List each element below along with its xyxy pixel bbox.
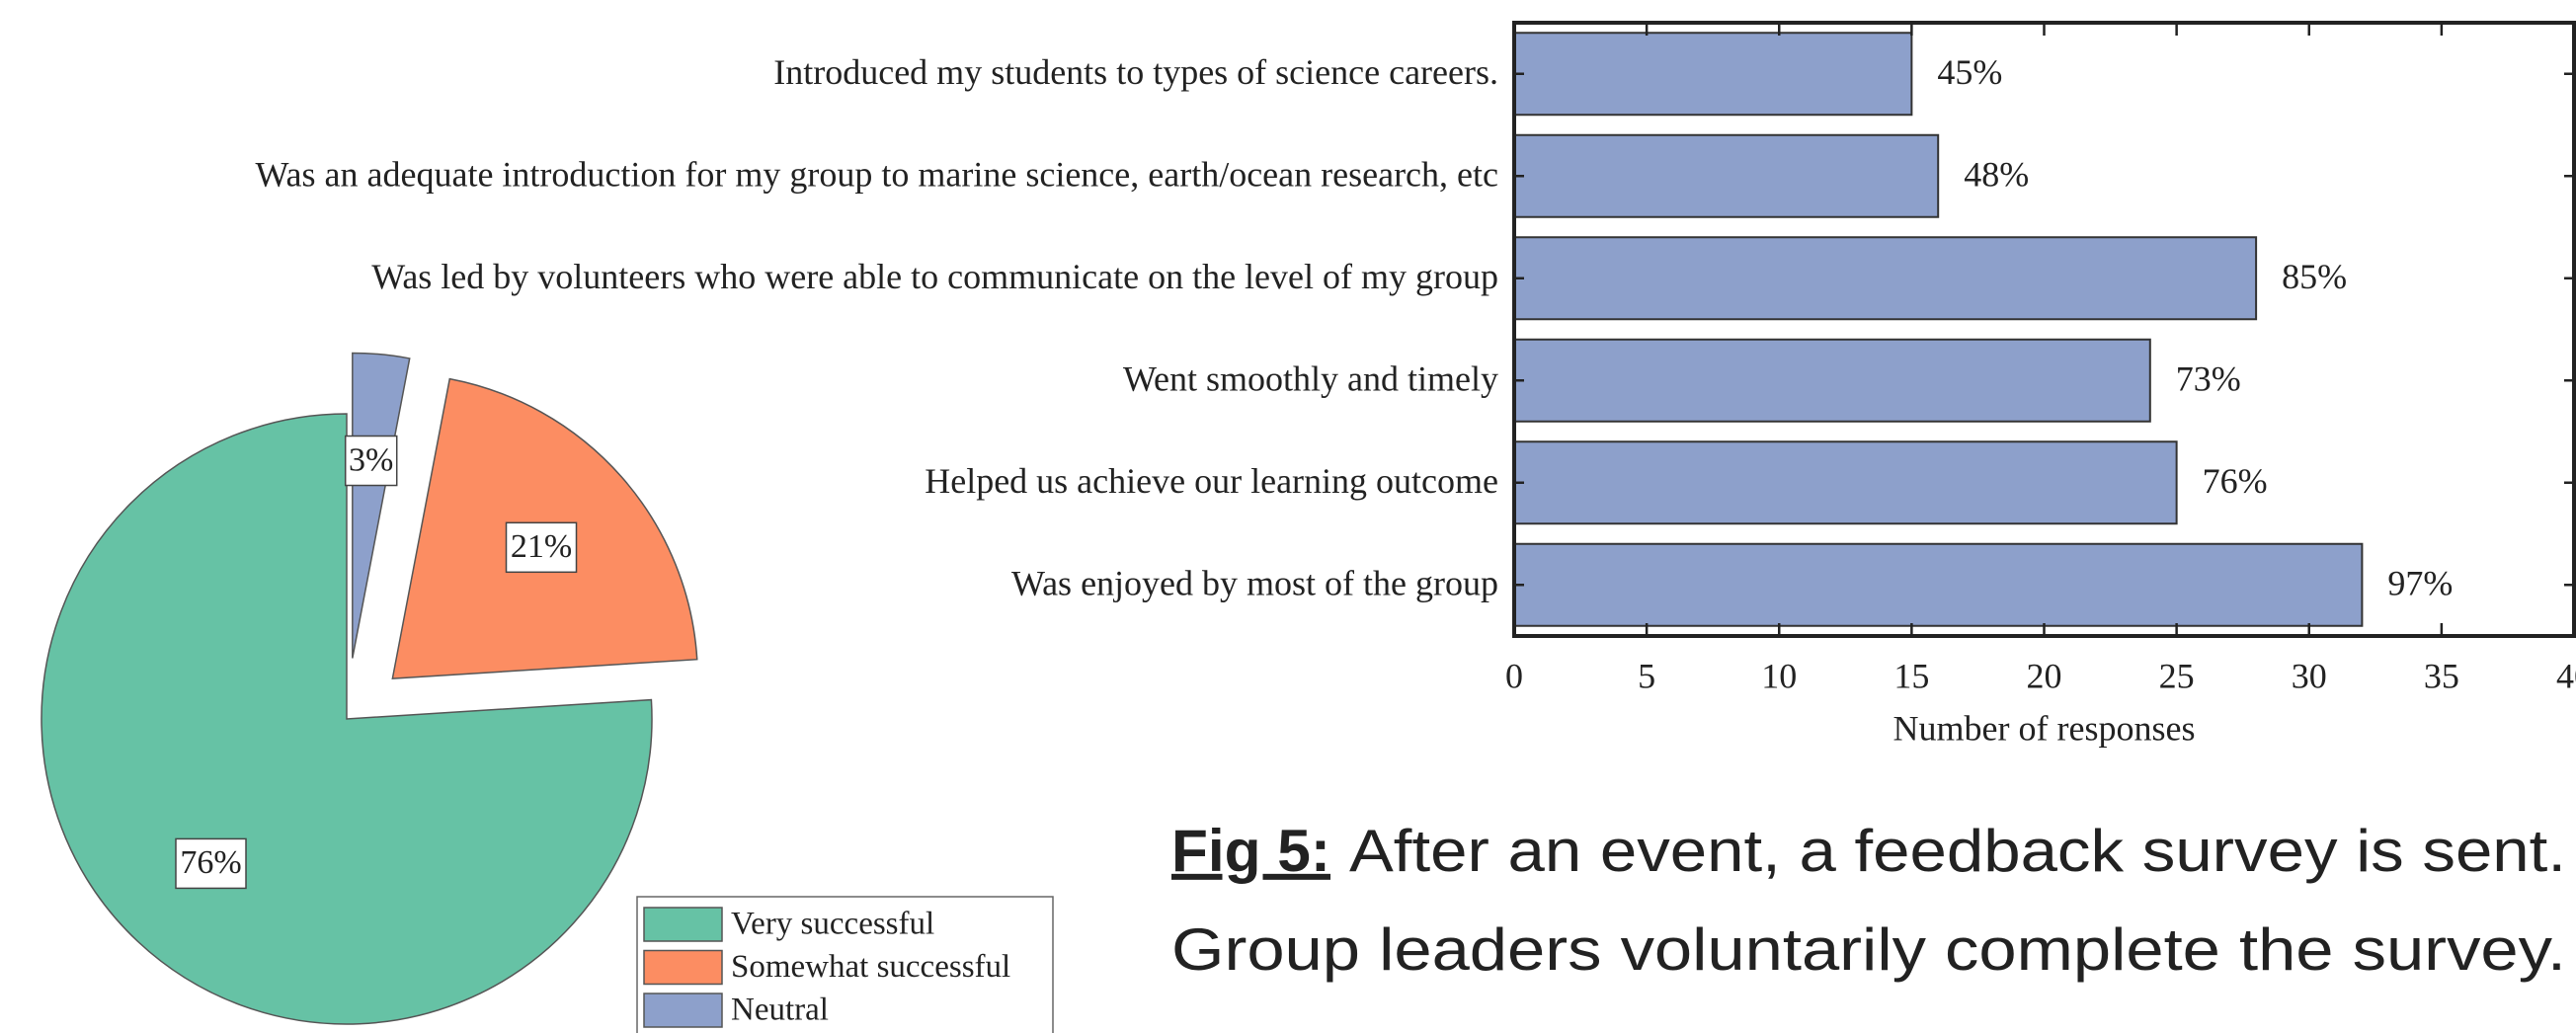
category-label: Was led by volunteers who were able to c…: [371, 257, 1498, 296]
slice-label-box: [175, 837, 247, 890]
plot-frame: [1512, 21, 2576, 638]
slice-label: 76%: [180, 844, 241, 881]
x-tick-label: 35: [2424, 656, 2459, 695]
bar-annotation: 76%: [2203, 461, 2268, 501]
x-tick-label: 25: [2159, 656, 2195, 695]
caption-label: Fig 5:: [1171, 818, 1330, 884]
x-axis-label: Number of responses: [1893, 708, 2196, 748]
bar: [1513, 440, 2178, 525]
category-label: Was enjoyed by most of the group: [1011, 564, 1498, 603]
x-tick-label: 30: [2292, 656, 2327, 695]
x-tick-label: 40: [2556, 656, 2576, 695]
caption-line: After an event, a feedback survey is sen…: [1349, 818, 2566, 884]
bar-annotation: 97%: [2387, 564, 2453, 603]
bar-annotation: 45%: [1937, 52, 2002, 92]
x-tick-label: 15: [1893, 656, 1929, 695]
pie-slice: [352, 352, 411, 659]
slice-label-box: [344, 435, 398, 487]
legend-swatch: [643, 949, 723, 986]
legend-label: Neutral: [731, 993, 829, 1028]
bar: [1513, 32, 1913, 117]
bar: [1513, 542, 2364, 627]
category-label: Was an adequate introduction for my grou…: [255, 155, 1498, 195]
bar-annotation: 48%: [1964, 155, 2029, 195]
bar: [1513, 133, 1940, 218]
bar-annotation: 85%: [2282, 257, 2347, 296]
x-tick-label: 10: [1761, 656, 1797, 695]
x-tick-label: 5: [1638, 656, 1655, 695]
slice-label: 3%: [349, 441, 393, 478]
legend-swatch: [643, 993, 723, 1028]
legend-label: Very successful: [731, 907, 934, 942]
bar: [1513, 236, 2258, 321]
slice-label: 21%: [511, 528, 572, 565]
caption-line: Group leaders voluntarily complete the s…: [1171, 916, 2566, 983]
category-label: Went smoothly and timely: [1123, 359, 1498, 399]
category-label: Helped us achieve our learning outcome: [925, 461, 1498, 501]
slice-label-box: [505, 521, 578, 574]
bar-annotation: 73%: [2176, 359, 2241, 399]
legend-label: Somewhat successful: [731, 949, 1010, 985]
bar: [1513, 338, 2151, 423]
x-tick-label: 20: [2027, 656, 2062, 695]
category-label: Introduced my students to types of scien…: [773, 52, 1498, 92]
x-tick-label: 0: [1505, 656, 1523, 695]
legend-swatch: [643, 907, 723, 942]
